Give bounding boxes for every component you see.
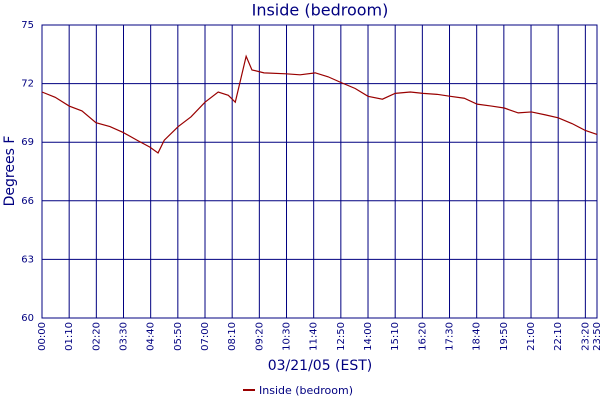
y-tick-label: 66 xyxy=(21,196,34,207)
x-tick-label: 00:00 xyxy=(37,322,48,351)
x-tick-label: 04:40 xyxy=(146,322,157,351)
x-tick-label: 11:40 xyxy=(309,322,320,351)
x-tick-label: 01:10 xyxy=(64,322,75,351)
x-tick-label: 12:50 xyxy=(336,322,347,351)
x-tick-label: 22:10 xyxy=(553,322,564,351)
x-tick-label: 05:50 xyxy=(173,322,184,351)
x-tick-label: 02:20 xyxy=(91,322,102,351)
x-tick-label: 07:00 xyxy=(200,322,211,351)
x-tick-label: 17:30 xyxy=(445,322,456,351)
chart-title: Inside (bedroom) xyxy=(252,1,389,20)
y-tick-label: 63 xyxy=(21,254,34,265)
y-axis-label: Degrees F xyxy=(2,136,18,207)
x-tick-label: 23:20 xyxy=(580,322,591,351)
x-tick-label: 19:50 xyxy=(499,322,510,351)
x-tick-label: 09:20 xyxy=(254,322,265,351)
x-axis-label: 03/21/05 (EST) xyxy=(268,358,373,374)
x-tick-label: 21:00 xyxy=(526,322,537,351)
x-tick-label: 18:40 xyxy=(472,322,483,351)
y-tick-label: 72 xyxy=(21,79,34,90)
x-tick-label: 03:30 xyxy=(119,322,130,351)
y-tick-label: 69 xyxy=(21,137,34,148)
x-tick-label: 10:30 xyxy=(282,322,293,351)
x-tick-label: 15:10 xyxy=(390,322,401,351)
x-tick-label: 08:10 xyxy=(227,322,238,351)
y-tick-label: 60 xyxy=(21,313,34,324)
x-tick-label: 16:20 xyxy=(417,322,428,351)
x-tick-label: 23:50 xyxy=(592,322,600,351)
legend-label: Inside (bedroom) xyxy=(259,384,353,397)
plot-area xyxy=(41,24,598,319)
y-tick-label: 75 xyxy=(21,20,34,31)
data-line xyxy=(41,54,598,154)
x-tick-label: 14:00 xyxy=(363,322,374,351)
